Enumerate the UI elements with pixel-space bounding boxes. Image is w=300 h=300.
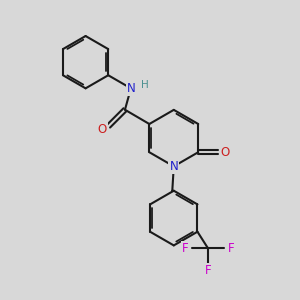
Text: N: N (127, 82, 135, 95)
Text: N: N (169, 160, 178, 173)
Text: O: O (98, 122, 107, 136)
Text: O: O (220, 146, 230, 159)
Text: F: F (227, 242, 234, 255)
Text: F: F (205, 264, 211, 277)
Text: F: F (182, 242, 188, 255)
Text: H: H (141, 80, 149, 90)
